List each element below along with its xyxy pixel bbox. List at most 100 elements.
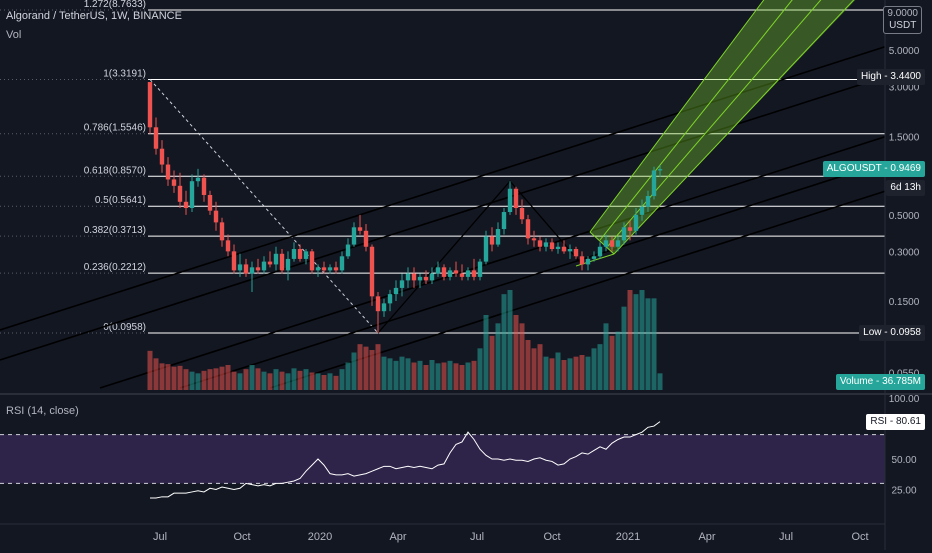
candle-body[interactable] (435, 267, 441, 274)
candle-body[interactable] (507, 188, 513, 213)
candle-body[interactable] (561, 246, 567, 252)
candle-body[interactable] (405, 273, 411, 281)
candle-body[interactable] (201, 177, 207, 195)
candle-body[interactable] (393, 287, 399, 295)
candle-body[interactable] (261, 261, 267, 271)
candle-body[interactable] (411, 273, 417, 281)
candle-body[interactable] (255, 267, 261, 271)
candle-body[interactable] (165, 164, 171, 180)
candle-body[interactable] (333, 267, 339, 271)
candle-body[interactable] (531, 238, 537, 241)
candle-body[interactable] (615, 240, 621, 247)
candle-body[interactable] (453, 270, 459, 274)
candle-body[interactable] (465, 270, 471, 277)
pattern-zigzag[interactable] (377, 180, 583, 334)
parallel-trend-line[interactable] (0, 46, 886, 331)
candle-body[interactable] (327, 267, 333, 271)
candle-body[interactable] (477, 261, 483, 277)
candle-body[interactable] (213, 210, 219, 223)
candle-body[interactable] (321, 267, 327, 271)
candle-body[interactable] (495, 229, 501, 245)
candle-body[interactable] (231, 251, 237, 271)
candle-body[interactable] (621, 227, 627, 241)
parallel-trend-line[interactable] (99, 136, 886, 389)
candle-body[interactable] (585, 258, 591, 265)
candle-body[interactable] (339, 256, 345, 271)
candle-body[interactable] (195, 177, 201, 182)
candle-body[interactable] (423, 276, 429, 281)
channel-base[interactable] (589, 231, 615, 255)
parallel-trend-line[interactable] (179, 161, 886, 389)
candle-body[interactable] (243, 264, 249, 274)
candle-body[interactable] (351, 227, 357, 245)
candle-body[interactable] (417, 276, 423, 281)
candle-body[interactable] (573, 249, 579, 257)
candle-body[interactable] (555, 246, 561, 250)
candle-body[interactable] (267, 261, 273, 265)
candle-body[interactable] (549, 242, 555, 250)
candle-body[interactable] (525, 219, 531, 239)
candle-body[interactable] (483, 236, 489, 262)
candle-body[interactable] (375, 296, 381, 312)
candle-body[interactable] (153, 127, 159, 149)
candle-body[interactable] (177, 185, 183, 202)
channel-line[interactable] (613, 0, 885, 255)
candle-body[interactable] (441, 267, 447, 277)
candle-body[interactable] (501, 212, 507, 230)
candle-body[interactable] (513, 188, 519, 209)
candle-body[interactable] (357, 227, 363, 231)
rsi-pane[interactable] (0, 421, 885, 499)
symbol-header[interactable]: Algorand / TetherUS, 1W, BINANCE (6, 10, 182, 22)
candle-body[interactable] (345, 244, 351, 257)
candle-body[interactable] (603, 240, 609, 247)
candle-body[interactable] (579, 256, 585, 265)
candle-body[interactable] (609, 240, 615, 247)
candle-body[interactable] (591, 256, 597, 259)
candle-body[interactable] (657, 169, 663, 171)
candle-body[interactable] (189, 181, 195, 209)
candle-body[interactable] (387, 294, 393, 304)
candle-body[interactable] (519, 208, 525, 220)
candle-body[interactable] (537, 240, 543, 247)
candle-body[interactable] (147, 82, 153, 128)
fib-trend-line[interactable] (149, 79, 379, 334)
candle-body[interactable] (399, 280, 405, 288)
candlestick-series[interactable] (147, 82, 663, 334)
candle-body[interactable] (309, 251, 315, 271)
volume-legend[interactable]: Vol (6, 29, 22, 41)
candle-body[interactable] (429, 273, 435, 281)
candle-body[interactable] (567, 249, 573, 252)
candle-body[interactable] (471, 270, 477, 277)
candle-body[interactable] (447, 270, 453, 277)
candle-body[interactable] (459, 273, 465, 277)
candle-body[interactable] (159, 148, 165, 165)
candle-body[interactable] (171, 179, 177, 186)
candle-body[interactable] (381, 303, 387, 312)
candle-body[interactable] (297, 249, 303, 259)
candle-body[interactable] (285, 258, 291, 271)
candle-body[interactable] (225, 240, 231, 252)
candle-body[interactable] (597, 246, 603, 257)
candle-body[interactable] (303, 251, 309, 259)
candle-body[interactable] (627, 227, 633, 231)
candle-body[interactable] (291, 249, 297, 259)
candle-body[interactable] (207, 194, 213, 211)
candle-body[interactable] (237, 264, 243, 271)
candle-body[interactable] (543, 242, 549, 247)
candle-body[interactable] (633, 214, 639, 231)
candle-body[interactable] (369, 246, 375, 297)
rsi-legend[interactable]: RSI (14, close) (6, 405, 79, 417)
trend-lines[interactable] (0, 46, 886, 389)
currency-selector[interactable]: 9.0000 USDT (883, 6, 922, 34)
candle-body[interactable] (645, 196, 651, 207)
candle-body[interactable] (651, 170, 657, 197)
candle-body[interactable] (363, 230, 369, 247)
channel-line[interactable] (599, 0, 885, 241)
pitchfork-channel[interactable] (575, 0, 885, 267)
candle-body[interactable] (489, 236, 495, 245)
rsi-line[interactable] (150, 421, 661, 499)
channel-line[interactable] (589, 0, 885, 233)
